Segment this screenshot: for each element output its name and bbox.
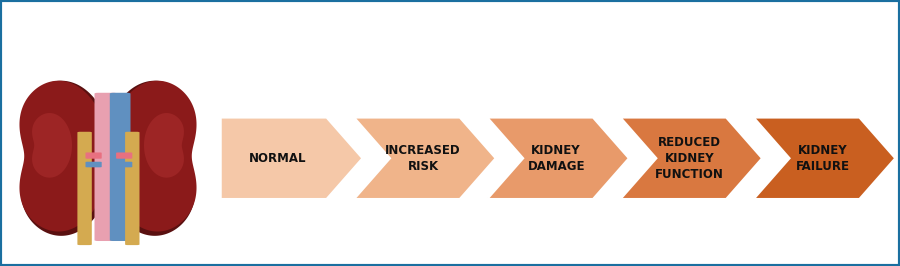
- Polygon shape: [620, 117, 762, 199]
- Polygon shape: [487, 117, 629, 199]
- Polygon shape: [32, 113, 72, 178]
- Polygon shape: [107, 81, 196, 231]
- FancyBboxPatch shape: [116, 162, 132, 167]
- FancyBboxPatch shape: [86, 162, 102, 167]
- Polygon shape: [753, 117, 896, 199]
- FancyBboxPatch shape: [110, 93, 130, 241]
- Polygon shape: [144, 113, 184, 178]
- FancyBboxPatch shape: [86, 152, 102, 159]
- FancyBboxPatch shape: [116, 152, 132, 159]
- Polygon shape: [20, 81, 109, 231]
- Polygon shape: [354, 117, 496, 199]
- FancyBboxPatch shape: [94, 93, 117, 241]
- Text: KIDNEY
DAMAGE: KIDNEY DAMAGE: [527, 144, 585, 173]
- Text: PROGRESSION OF CHRONIC KIDNEY DISEASE (CKD): PROGRESSION OF CHRONIC KIDNEY DISEASE (C…: [192, 16, 708, 34]
- Polygon shape: [21, 81, 113, 236]
- Polygon shape: [103, 81, 195, 236]
- Text: NORMAL: NORMAL: [249, 152, 307, 165]
- FancyBboxPatch shape: [77, 132, 92, 245]
- Polygon shape: [220, 117, 363, 199]
- FancyBboxPatch shape: [125, 132, 140, 245]
- Text: INCREASED
RISK: INCREASED RISK: [385, 144, 461, 173]
- Text: REDUCED
KIDNEY
FUNCTION: REDUCED KIDNEY FUNCTION: [655, 136, 724, 181]
- Text: KIDNEY
FAILURE: KIDNEY FAILURE: [796, 144, 850, 173]
